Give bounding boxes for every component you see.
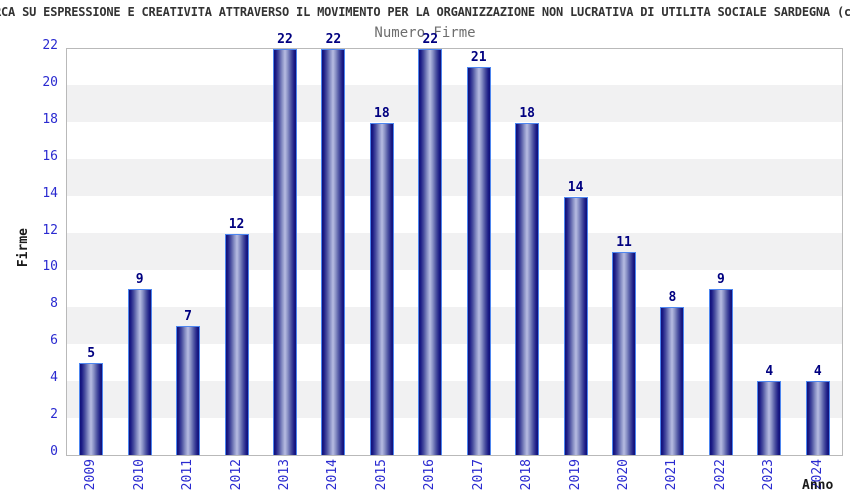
bar-2020 [612,252,637,455]
bar-2021 [660,307,685,455]
bar-2023 [757,381,782,455]
y-tick-label: 22 [42,38,58,53]
bar-value-label: 9 [716,272,725,287]
bar-2019 [563,197,588,455]
x-tick-label: 2014 [325,459,341,491]
x-tick-label: 2016 [422,459,438,491]
y-tick-label: 8 [50,296,58,312]
bar-2018 [515,123,540,455]
y-tick-label: 2 [50,407,58,423]
bar-value-label: 4 [813,364,822,379]
bar-2009 [79,363,104,455]
bar-2017 [466,67,491,455]
bar-value-label: 21 [470,50,487,65]
x-tick-label: 2009 [83,459,99,491]
y-tick-label: 18 [42,111,58,127]
chart-title: RCA SU ESPRESSIONE E CREATIVITA ATTRAVER… [0,5,850,19]
y-tick-label: 12 [42,222,58,238]
bar-value-label: 5 [87,346,96,361]
bar-value-label: 18 [519,106,535,121]
bar-2015 [369,123,394,455]
y-tick-label: 14 [42,185,58,201]
x-tick-label: 2022 [712,459,728,491]
x-tick-label: 2011 [180,459,196,491]
y-axis-label: Firme [16,228,31,268]
x-tick-label: 2010 [131,459,147,491]
y-tick-label: 4 [50,370,58,386]
x-tick-label: 2017 [470,459,486,491]
x-tick-label: 2019 [567,459,583,491]
bar-2012 [224,234,249,455]
bar-2016 [418,49,443,455]
bar-2024 [805,381,830,455]
bar-value-label: 7 [184,309,192,324]
bar-2014 [321,49,346,455]
x-tick-label: 2013 [276,459,292,491]
y-tick-label: 0 [50,444,58,459]
x-tick-label: 2023 [761,459,777,491]
bar-value-label: 22 [277,32,293,47]
x-tick-label: 2015 [373,459,389,491]
bar-value-label: 9 [135,272,144,287]
bar-value-label: 11 [616,235,632,250]
bar-value-label: 18 [374,106,390,121]
y-tick-label: 20 [42,74,58,90]
bar-value-label: 22 [422,32,439,47]
y-tick-label: 16 [42,148,58,164]
bar-value-label: 4 [765,364,774,379]
x-tick-label: 2018 [519,459,535,491]
y-tick-label: 10 [42,259,58,275]
y-tick-label: 6 [50,333,58,349]
x-axis-label: Anno [802,478,834,493]
x-tick-label: 2021 [664,459,680,491]
x-tick-label: 2012 [228,459,244,491]
bar-2011 [176,326,201,455]
bar-value-label: 14 [567,180,584,195]
chart-subtitle: Numero Firme [374,25,476,41]
bar-value-label: 8 [668,290,677,305]
bar-value-label: 12 [228,217,245,232]
bar-value-label: 22 [325,32,342,47]
bar-2013 [272,49,297,455]
bar-2010 [127,289,152,455]
bar-2022 [708,289,733,455]
x-tick-label: 2020 [616,459,632,491]
